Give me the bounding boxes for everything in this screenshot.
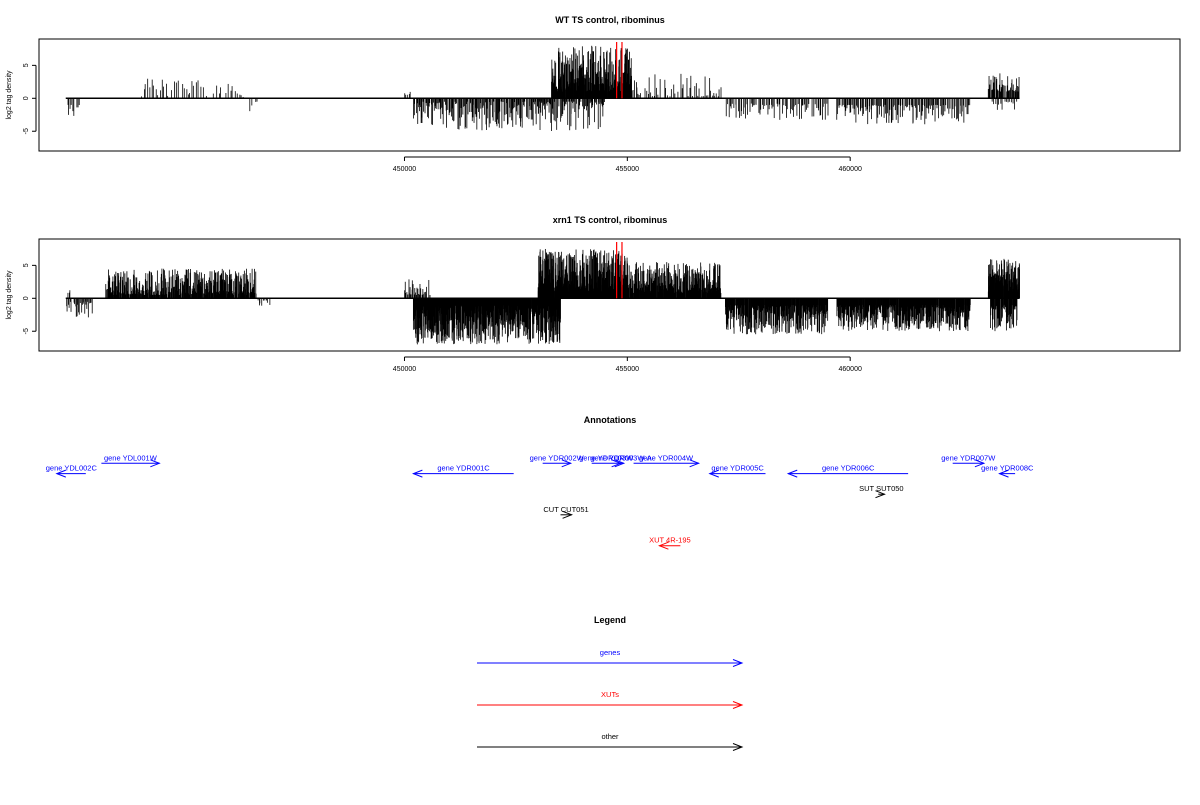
y-tick-label: -5 [23,328,30,334]
plot-frame-wt [38,38,1181,152]
annotation-feature: XUT 4R-195 [649,536,691,550]
feature-arrowhead [786,469,798,478]
annotation-feature: gene YDR001C [412,464,514,478]
panel-title-xrn1: xrn1 TS control, ribominus [553,215,668,225]
y-tick-label: 5 [23,63,30,67]
density-panel-wt: WT TS control, ribominus log2 tag densit… [6,15,1181,173]
y-tick-label: 0 [23,96,30,100]
feature-label: gene YDR001C [437,464,490,473]
feature-arrowhead [708,469,719,478]
legend-entries: genes XUTs other [477,648,744,751]
feature-label: gene YDL001W [104,453,158,462]
annotation-feature: gene YDL001W [101,453,161,468]
annotation-feature: gene YDL002C [46,464,98,478]
annotation-features: gene YDL002C gene YDL001W gene YDR001C gene… [46,453,1034,550]
annotation-feature: gene YDR003W-A [590,453,652,468]
axes-xrn1: -5 0 5 450000 455000 460000 [23,263,862,373]
feature-arrowhead [998,469,1009,478]
feature-label: gene YDR002W [530,453,585,462]
feature-arrowhead [614,459,626,468]
feature-label: gene YDL002C [46,464,98,473]
x-tick-label: 460000 [839,366,862,373]
feature-arrowhead [562,510,573,519]
legend-panel: Legend genes XUTs other [477,615,744,751]
bars-xrn1 [65,242,1020,345]
feature-label: gene YDR008C [981,464,1034,473]
x-tick-label: 455000 [616,366,639,373]
annotations-title: Annotations [584,415,637,425]
feature-label: XUT 4R-195 [649,536,691,545]
feature-label: gene YDR003W-A [590,453,651,462]
feature-label: gene YDR005C [711,464,764,473]
y-axis-label-xrn1: log2 tag density [6,270,13,320]
legend-arrowhead [732,659,744,667]
feature-arrowhead [150,459,161,468]
axes-wt: -5 0 5 450000 455000 460000 [23,63,862,173]
annotation-feature: gene YDR004W [633,453,701,468]
x-tick-label: 455000 [616,166,639,173]
legend-label: other [601,732,619,741]
x-tick-label: 460000 [839,166,862,173]
y-tick-label: 5 [23,263,30,267]
feature-arrowhead [658,541,669,550]
feature-arrowhead [689,459,701,468]
annotation-feature: gene YDR006C [786,464,909,478]
legend-entry: genes [477,648,744,667]
legend-label: XUTs [601,690,619,699]
feature-arrowhead [875,490,886,499]
legend-arrowhead [732,743,744,751]
feature-label: gene YDR006C [822,464,875,473]
x-tick-label: 450000 [393,366,416,373]
feature-label: SUT SUT050 [859,484,903,493]
annotation-feature: gene YDR002W [530,453,585,468]
feature-label: gene YDR003W [579,453,634,462]
legend-label: genes [600,648,621,657]
plot-frame-xrn1 [38,238,1181,352]
feature-label: gene YDR004W [639,453,694,462]
annotation-feature: gene YDR005C [708,464,766,478]
feature-arrowhead [974,459,986,468]
annotation-feature: SUT SUT050 [859,484,904,499]
annotation-feature: CUT CUT051 [543,505,589,519]
feature-arrowhead [55,469,67,478]
feature-label: gene YDR007W [941,453,996,462]
density-panel-xrn1: xrn1 TS control, ribominus log2 tag dens… [6,215,1181,373]
y-tick-label: 0 [23,296,30,300]
y-axis-label-wt: log2 tag density [6,70,13,120]
annotation-feature: gene YDR007W [941,453,996,468]
legend-entry: XUTs [477,690,744,709]
panel-title-wt: WT TS control, ribominus [555,15,665,25]
x-tick-label: 450000 [393,166,416,173]
legend-entry: other [477,732,744,751]
legend-arrowhead [732,701,744,709]
annotation-feature: gene YDR008C [981,464,1034,478]
feature-arrowhead [561,459,573,468]
legend-title: Legend [594,615,626,625]
bars-wt [65,42,1020,131]
feature-arrowhead [412,469,423,478]
y-tick-label: -5 [23,128,30,134]
feature-label: CUT CUT051 [543,505,588,514]
